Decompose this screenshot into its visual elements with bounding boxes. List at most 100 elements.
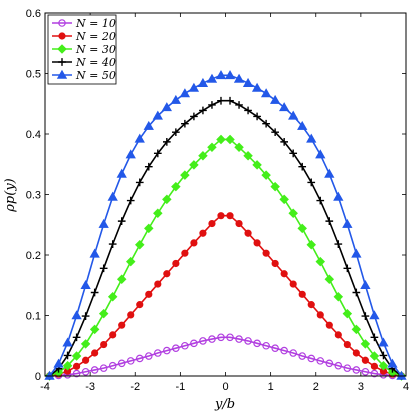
y-tick-label: 0.5: [26, 69, 41, 81]
data-point: [153, 208, 163, 218]
data-point: [352, 366, 361, 374]
data-point: [161, 102, 172, 112]
data-point: [378, 360, 389, 371]
y-tick-label: 0.3: [26, 190, 41, 202]
data-point: [333, 292, 344, 302]
data-point: [190, 239, 198, 247]
data-point: [253, 239, 261, 247]
axis-ticks: -4 -3 -2 -1 0 1 2 3 4 0 0.1 0.2 0.3 0.4 0.5 0.6: [26, 8, 409, 393]
data-point: [134, 133, 145, 143]
data-point: [62, 360, 73, 371]
data-point: [324, 168, 335, 178]
data-point: [351, 324, 362, 335]
data-point: [271, 344, 279, 352]
data-point: [298, 162, 307, 171]
data-point: [216, 134, 226, 145]
data-point: [234, 142, 244, 153]
data-point: [199, 337, 207, 345]
legend-label: N = 40: [75, 56, 116, 69]
x-tick-label: 3: [358, 381, 364, 393]
data-point: [198, 151, 208, 161]
data-point: [306, 239, 316, 250]
data-point: [325, 359, 334, 368]
x-tick-label: 1: [268, 381, 274, 393]
data-point: [116, 274, 127, 284]
data-point: [235, 335, 243, 343]
data-point: [208, 101, 216, 109]
data-point: [207, 142, 217, 153]
data-point: [72, 362, 81, 370]
data-point: [333, 191, 344, 201]
data-point: [126, 196, 135, 205]
data-point: [343, 364, 352, 372]
legend-label: N = 20: [75, 30, 116, 43]
data-point: [334, 361, 343, 370]
x-tick-label: 0: [222, 381, 228, 393]
data-point: [370, 333, 379, 342]
data-point: [316, 357, 325, 365]
data-point: [307, 301, 315, 309]
data-point: [289, 349, 297, 357]
data-point: [298, 352, 307, 360]
data-point: [306, 133, 317, 143]
data-point: [235, 101, 243, 109]
legend-item: N = 20: [52, 30, 116, 43]
plot-area: [44, 70, 407, 381]
data-point: [117, 359, 126, 368]
data-point: [352, 349, 360, 357]
data-point: [235, 219, 243, 228]
data-point: [172, 128, 180, 137]
data-point: [360, 280, 371, 290]
data-point: [154, 349, 162, 357]
data-point: [289, 280, 297, 288]
y-tick-label: 0.2: [26, 250, 41, 262]
data-point: [108, 361, 117, 370]
data-point: [288, 110, 299, 120]
data-point: [316, 196, 325, 205]
data-point: [361, 356, 369, 364]
data-point: [181, 341, 189, 350]
data-point: [226, 96, 234, 105]
data-point: [125, 256, 136, 267]
data-point: [190, 112, 198, 121]
data-point: [144, 162, 153, 171]
data-point: [154, 280, 162, 288]
data-point: [98, 218, 109, 228]
data-point: [271, 259, 279, 268]
data-point: [180, 170, 190, 180]
data-point: [135, 354, 144, 363]
data-point: [72, 369, 81, 378]
data-point: [315, 256, 326, 267]
data-point: [251, 82, 263, 92]
data-point: [325, 321, 333, 329]
data-point: [334, 331, 342, 339]
data-point: [297, 223, 307, 234]
data-point: [107, 191, 118, 201]
y-axis-label: ρp(y): [3, 178, 18, 212]
data-point: [82, 356, 90, 364]
data-point: [80, 280, 91, 290]
data-point: [199, 229, 207, 237]
data-point: [108, 240, 117, 248]
data-point: [190, 339, 198, 348]
data-point: [279, 102, 290, 112]
data-point: [387, 358, 398, 368]
data-point: [153, 149, 162, 158]
data-point: [252, 160, 262, 170]
data-point: [269, 94, 281, 104]
data-point: [71, 310, 82, 320]
data-point: [271, 128, 279, 137]
data-point: [334, 240, 343, 248]
legend-marker: [57, 44, 67, 54]
data-point: [162, 138, 171, 146]
data-point: [71, 351, 82, 361]
data-point: [53, 358, 64, 368]
data-point: [125, 149, 136, 159]
data-point: [72, 333, 81, 342]
data-point: [116, 168, 127, 178]
data-point: [117, 217, 126, 225]
data-point: [261, 170, 271, 180]
series-line: [49, 336, 402, 377]
data-point: [324, 274, 335, 284]
data-point: [99, 364, 108, 372]
